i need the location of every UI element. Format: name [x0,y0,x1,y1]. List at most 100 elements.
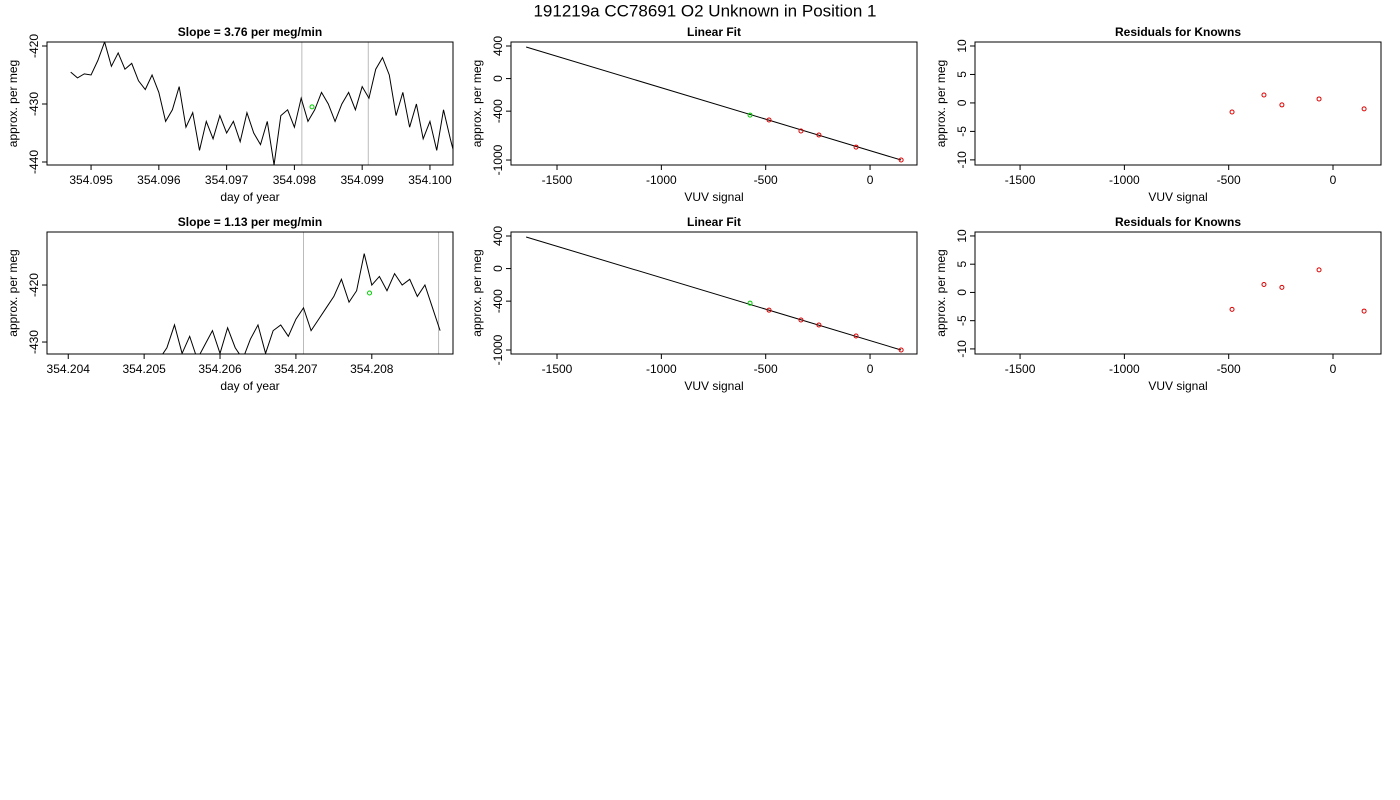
panel: Linear Fit VUV signal approx. per meg -1500… [470,215,918,393]
y-tick-label: -400 [491,289,505,313]
y-tick-label: 5 [955,71,969,78]
x-tick-label: 354.100 [408,173,452,187]
x-tick-label: 354.207 [274,362,318,376]
plot-frame [974,41,1382,166]
plot-frame [974,231,1382,355]
x-tick-label: 0 [867,173,874,187]
data-point [816,322,822,328]
panel: Slope = 3.76 per meg/min day of year appro… [6,25,454,204]
y-tick-label: -400 [491,99,505,123]
x-tick-label: 354.096 [137,173,181,187]
data-point [747,112,753,118]
data-point [798,317,804,323]
y-tick-label: 0 [955,99,969,106]
data-point [766,117,772,123]
panel: Linear Fit VUV signal approx. per meg -1500… [470,25,918,204]
data-point [766,307,772,313]
data-point [1279,284,1285,290]
panel-title: Linear Fit [687,215,741,229]
x-tick-label: 0 [867,362,874,376]
x-tick-label: -1500 [1005,173,1036,187]
x-axis-label: VUV signal [684,379,743,393]
panel: Slope = 1.13 per meg/min day of year appro… [6,215,454,393]
y-axis-label: approx. per meg [470,249,484,336]
data-point [898,347,904,353]
plot-area [1229,92,1367,115]
x-tick-label: -500 [754,173,778,187]
data-point [1361,106,1367,112]
data-point [816,132,822,138]
y-axis-label: approx. per meg [6,249,20,336]
plot-area [1229,267,1367,314]
y-axis-label: approx. per meg [470,60,484,147]
y-tick-label: -1000 [491,334,505,365]
y-tick-label: 0 [491,265,505,272]
plot-frame [510,231,918,355]
x-tick-label: -1000 [646,173,677,187]
y-axis-label: approx. per meg [934,60,948,147]
y-tick-label: -420 [27,34,41,58]
x-axis-label: day of year [220,379,279,393]
x-tick-label: -1500 [1005,362,1036,376]
x-axis-label: day of year [220,190,279,204]
data-line [162,253,441,354]
y-axis-label: approx. per meg [934,249,948,336]
x-tick-label: 354.204 [47,362,91,376]
data-point [1316,96,1322,102]
y-tick-label: -10 [955,151,969,169]
plot-frame [46,41,454,166]
plot-area [70,42,453,165]
y-tick-label: 0 [491,75,505,82]
plot-frame [46,231,454,355]
data-point [1279,102,1285,108]
plot-frame [510,41,918,166]
x-tick-label: 354.208 [350,362,394,376]
data-point [898,157,904,163]
data-point [1261,92,1267,98]
plot-area [525,46,904,163]
x-tick-label: -1000 [1109,362,1140,376]
data-point [853,333,859,339]
y-tick-label: -440 [27,150,41,174]
y-tick-label: -10 [955,340,969,358]
x-tick-label: -1000 [646,362,677,376]
data-point [1361,308,1367,314]
x-tick-label: -500 [754,362,778,376]
x-tick-label: 354.206 [198,362,242,376]
y-tick-label: 10 [955,229,969,243]
x-tick-label: 354.099 [340,173,384,187]
x-tick-label: -1500 [542,173,573,187]
x-tick-label: -500 [1217,362,1241,376]
y-tick-label: 400 [491,226,505,246]
data-point [853,144,859,150]
y-tick-label: -430 [27,92,41,116]
y-tick-label: -5 [955,126,969,137]
data-point [1229,109,1235,115]
data-point [798,128,804,134]
panel-title: Residuals for Knowns [1115,25,1241,39]
data-line [70,42,453,165]
y-tick-label: 0 [955,289,969,296]
panel: Residuals for Knowns VUV signal approx. pe… [934,215,1382,393]
data-point [747,300,753,306]
x-tick-label: -1000 [1109,173,1140,187]
x-tick-label: 354.098 [273,173,317,187]
x-tick-label: 0 [1330,362,1337,376]
y-tick-label: 5 [955,261,969,268]
panel-title: Slope = 1.13 per meg/min [178,215,322,229]
plot-area [162,232,441,354]
y-axis-label: approx. per meg [6,60,20,147]
page-title: 191219a CC78691 O2 Unknown in Position 1 [533,1,876,20]
x-axis-label: VUV signal [1148,190,1207,204]
data-point [309,104,315,110]
x-tick-label: -500 [1217,173,1241,187]
panel-title: Residuals for Knowns [1115,215,1241,229]
data-line [525,46,902,161]
x-axis-label: VUV signal [684,190,743,204]
x-tick-label: 354.095 [69,173,113,187]
data-point [1229,306,1235,312]
y-tick-label: -430 [27,330,41,354]
panel-title: Slope = 3.76 per meg/min [178,25,322,39]
y-tick-label: 10 [955,39,969,53]
